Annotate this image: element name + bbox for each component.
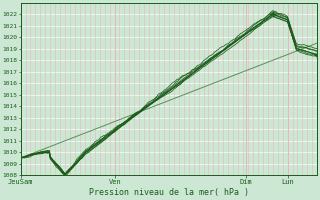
X-axis label: Pression niveau de la mer( hPa ): Pression niveau de la mer( hPa ) [89, 188, 249, 197]
